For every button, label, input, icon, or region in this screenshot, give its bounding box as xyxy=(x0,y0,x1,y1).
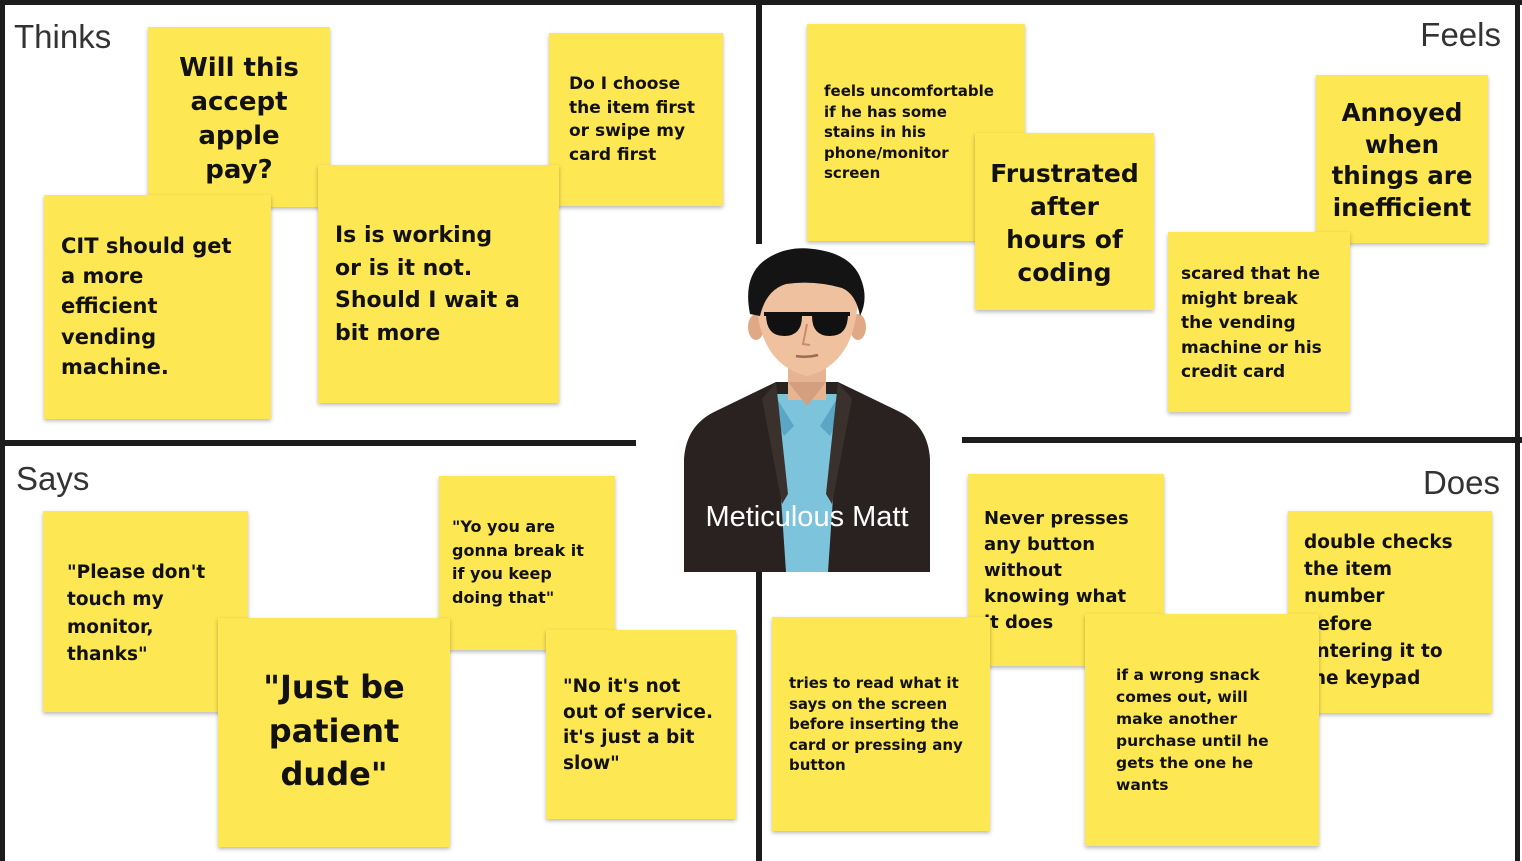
sticky-note-says-not-out-of-service: "No it's not out of service. it's just a… xyxy=(546,630,736,819)
persona-avatar xyxy=(684,248,930,572)
sticky-note-thinks-choose-item: Do I choose the item first or swipe my c… xyxy=(549,33,723,206)
shirt-shape xyxy=(774,394,840,572)
sticky-note-does-double-checks: double checks the item number before ent… xyxy=(1288,511,1492,713)
hair-shape xyxy=(748,248,865,316)
sticky-note-feels-annoyed: Annoyed when things are inefficient xyxy=(1316,75,1488,243)
divider-horizontal-right xyxy=(962,437,1522,443)
persona-name: Meticulous Matt xyxy=(705,501,909,533)
sunglasses-icon xyxy=(764,312,850,336)
sticky-note-thinks-apple-pay: Will this accept apple pay? xyxy=(148,27,330,207)
sticky-note-does-never-presses: Never presses any button without knowing… xyxy=(968,474,1164,666)
sticky-note-thinks-is-it-working: Is is working or is it not. Should I wai… xyxy=(318,165,559,403)
quadrant-label-does: Does xyxy=(1422,464,1500,501)
sticky-note-does-tries-to-read: tries to read what it says on the screen… xyxy=(772,617,990,831)
divider-vertical-bottom xyxy=(756,572,762,861)
frame-right-border xyxy=(1515,0,1520,861)
sticky-note-says-break-it: "Yo you are gonna break it if you keep d… xyxy=(439,476,615,650)
sticky-note-does-wrong-snack: if a wrong snack comes out, will make an… xyxy=(1085,614,1319,846)
sticky-note-feels-frustrated: Frustrated after hours of coding xyxy=(975,133,1154,310)
frame-left-border xyxy=(0,0,5,861)
quadrant-label-says: Says xyxy=(16,460,90,497)
sticky-note-says-just-be-patient: "Just be patient dude" xyxy=(218,618,450,847)
sticky-note-thinks-efficient-machine: CIT should get a more efficient vending … xyxy=(44,195,271,419)
sticky-note-feels-scared-break: scared that he might break the vending m… xyxy=(1168,232,1350,412)
quadrant-label-feels: Feels xyxy=(1420,16,1501,53)
divider-vertical-top xyxy=(756,0,762,244)
quadrant-label-thinks: Thinks xyxy=(14,18,112,55)
divider-horizontal-left xyxy=(0,440,636,446)
sticky-note-says-dont-touch-monitor: "Please don't touch my monitor, thanks" xyxy=(43,511,248,712)
